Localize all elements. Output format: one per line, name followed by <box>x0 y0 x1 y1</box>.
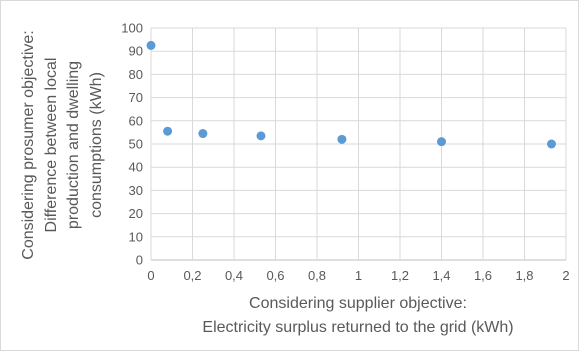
data-points <box>146 40 556 149</box>
x-tick-label: 0,6 <box>266 268 284 283</box>
x-axis-title-line-2: Electricity surplus returned to the grid… <box>202 319 513 336</box>
y-tick-labels: 0 10 20 30 40 50 60 70 80 90 100 <box>121 21 143 268</box>
y-tick-label: 20 <box>129 206 143 221</box>
y-tick-label: 60 <box>129 113 143 128</box>
data-point <box>437 137 446 147</box>
y-tick-label: 30 <box>129 183 143 198</box>
grid-layer <box>150 27 567 261</box>
x-tick-label: 0,4 <box>225 268 243 283</box>
x-tick-label: 0 <box>147 268 154 283</box>
y-tick-label: 100 <box>121 21 143 36</box>
data-point <box>198 129 208 139</box>
y-tick-label: 10 <box>129 229 143 244</box>
y-axis-title-line-3: production and dwelling <box>65 61 82 229</box>
y-tick-label: 40 <box>129 160 143 175</box>
data-point <box>546 139 556 149</box>
data-point <box>146 40 156 50</box>
y-axis-title-line-1: Considering prosumer objective: <box>20 30 37 259</box>
data-point <box>256 131 266 141</box>
y-axis-title-line-4: consumptions (kWh) <box>88 72 105 218</box>
y-tick-label: 70 <box>129 90 143 105</box>
x-tick-label: 1,4 <box>432 268 450 283</box>
x-tick-label: 1,2 <box>391 268 409 283</box>
x-tick-label: 1 <box>355 268 362 283</box>
x-tick-label: 1,8 <box>515 268 533 283</box>
y-axis-title-line-2: Difference between local <box>43 58 60 233</box>
x-tick-labels: 0 0,2 0,4 0,6 0,8 1 1,2 1,4 1,6 1,8 2 <box>147 268 569 283</box>
y-tick-label: 90 <box>129 44 143 59</box>
y-tick-label: 0 <box>136 253 143 268</box>
x-tick-label: 2 <box>562 268 569 283</box>
x-tick-label: 0,2 <box>183 268 201 283</box>
x-axis-title-line-1: Considering supplier objective: <box>249 295 467 312</box>
data-point <box>163 126 173 136</box>
data-point <box>337 134 347 144</box>
y-tick-label: 50 <box>129 137 143 152</box>
x-tick-label: 0,8 <box>308 268 326 283</box>
y-tick-label: 80 <box>129 67 143 82</box>
x-tick-label: 1,6 <box>474 268 492 283</box>
